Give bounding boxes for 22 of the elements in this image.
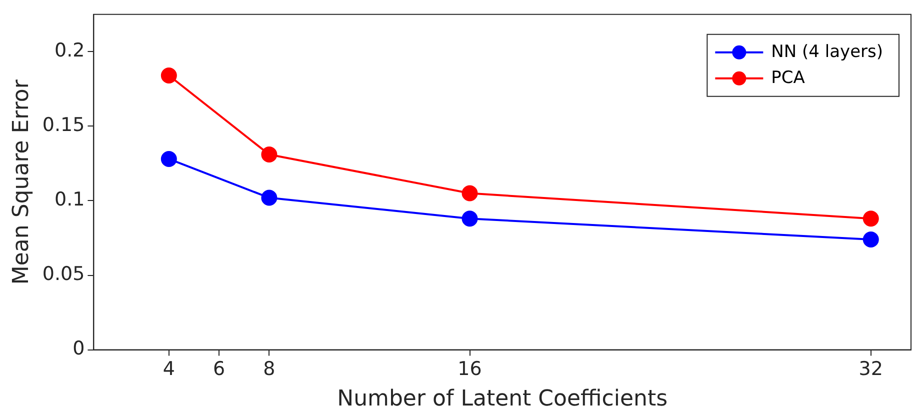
point: [862, 231, 879, 248]
point: [862, 210, 879, 227]
point: [160, 150, 177, 167]
y-tick-label: 0.2: [54, 40, 85, 62]
y-tick-label: 0.05: [42, 263, 85, 286]
legend-label: PCA: [771, 68, 806, 88]
x-tick-label: 8: [263, 358, 276, 380]
legend-label: NN (4 layers): [771, 42, 883, 62]
y-axis-title: Mean Square Error: [8, 78, 34, 285]
y-tick-label: 0.1: [54, 188, 85, 211]
x-tick-label: 6: [213, 358, 226, 380]
y-tick-label: 0: [72, 338, 85, 360]
point: [160, 68, 177, 84]
x-tick-label: 16: [458, 358, 482, 380]
point: [261, 146, 278, 163]
x-tick-label: 32: [858, 358, 883, 380]
point: [462, 185, 478, 202]
x-tick-label: 4: [162, 358, 175, 380]
y-tick-label: 0.15: [42, 114, 85, 136]
point: [261, 190, 278, 206]
point: [462, 210, 478, 227]
x-axis-title: Number of Latent Coefficients: [337, 386, 668, 412]
